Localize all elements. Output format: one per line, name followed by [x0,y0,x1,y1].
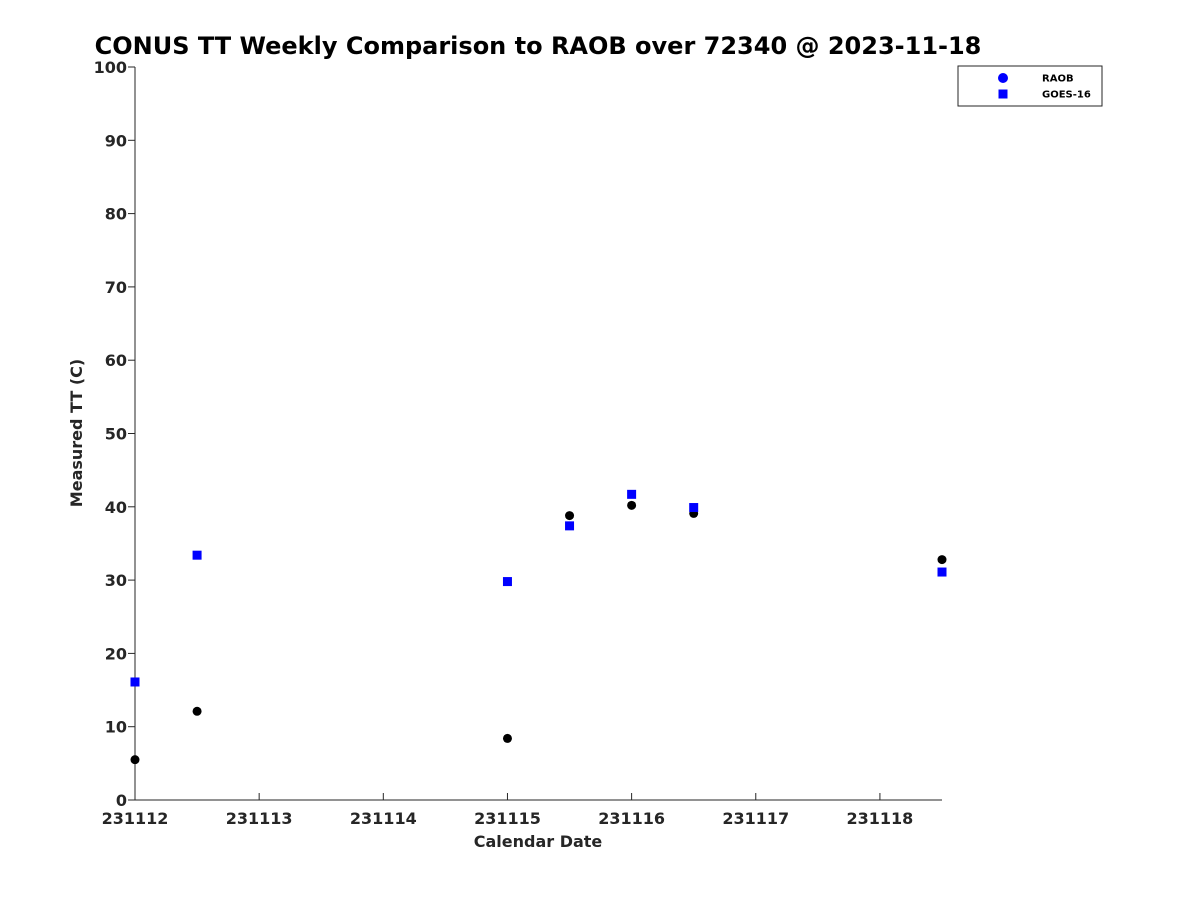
y-tick-label: 50 [105,425,127,444]
x-tick-label: 231116 [598,809,665,828]
point-goes-16 [627,489,637,499]
x-tick-label: 231112 [102,809,169,828]
point-goes-16 [937,567,947,577]
x-tick-label: 231114 [350,809,417,828]
point-raob [937,555,947,565]
point-raob [130,755,140,765]
x-tick-label: 231117 [722,809,789,828]
x-ticks: 231112 231113 231114 231115 231116 231117 2311… [102,793,914,828]
y-tick-label: 30 [105,571,127,590]
legend-marker [998,89,1008,99]
y-tick-label: 40 [105,498,127,517]
y-ticks: 0 10 20 30 40 50 60 70 80 90 100 [94,58,135,810]
x-axis-label: Calendar Date [474,832,603,851]
legend-marker [998,73,1008,83]
y-tick-label: 10 [105,718,127,737]
y-tick-label: 70 [105,278,127,297]
series-points [130,489,947,765]
point-raob [502,733,512,743]
y-axis-label: Measured TT (C) [67,359,86,507]
legend-label: GOES-16 [1042,90,1091,101]
legend-box [957,65,1103,107]
x-tick-label: 231113 [226,809,293,828]
legend: RAOB GOES-16 [957,65,1103,107]
point-goes-16 [192,550,202,560]
y-tick-label: 100 [94,58,127,77]
x-tick-label: 231115 [474,809,541,828]
point-raob [565,511,575,521]
x-tick-label: 231118 [847,809,914,828]
y-tick-label: 0 [116,791,127,810]
point-raob [627,500,637,510]
point-raob [192,706,202,716]
point-goes-16 [502,577,512,587]
chart-title: CONUS TT Weekly Comparison to RAOB over … [95,32,982,60]
y-tick-label: 60 [105,351,127,370]
axes [134,67,942,801]
legend-label: RAOB [1042,74,1074,85]
point-goes-16 [565,521,575,531]
y-tick-label: 90 [105,131,127,150]
y-tick-label: 80 [105,205,127,224]
point-goes-16 [130,677,140,687]
y-tick-label: 20 [105,644,127,663]
point-goes-16 [689,503,699,513]
